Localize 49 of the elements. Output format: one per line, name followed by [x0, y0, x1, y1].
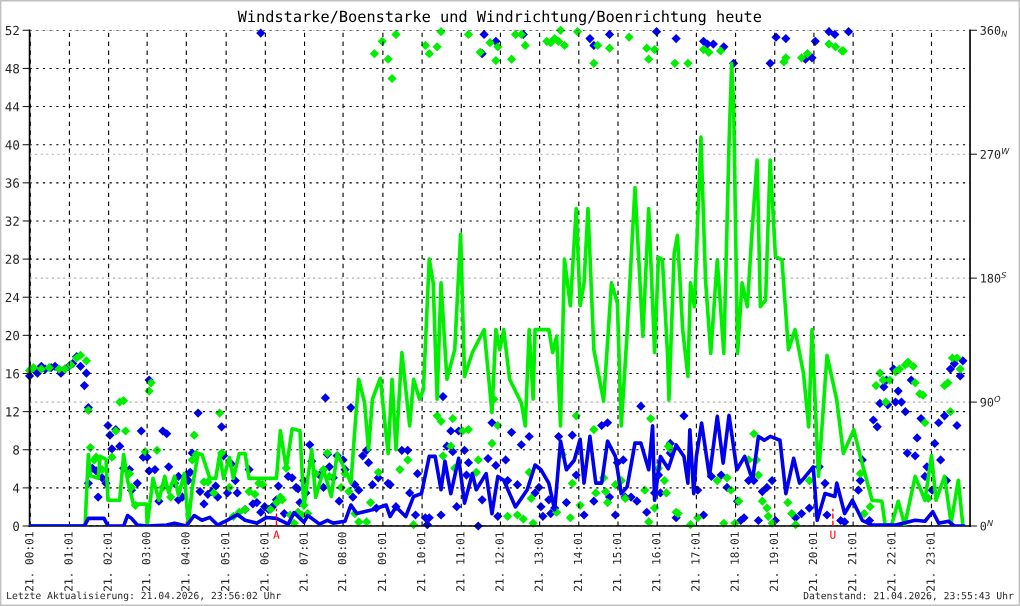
- y-tick-label: 12: [6, 407, 19, 417]
- x-tick-label: 21. 12:01: [495, 532, 504, 591]
- y-tick-label: 8: [13, 445, 20, 455]
- y-tick-label: 44: [5, 102, 20, 112]
- chart-title: Windstarke/Boenstarke und Windrichtung/Boenrichtung heute: [237, 10, 762, 26]
- text: Datenstand: 21.04.2026, 23:55:43 Uhr: [803, 591, 1014, 601]
- y-tick-label: 32: [5, 216, 19, 226]
- x-tick-label: 21. 05:01: [221, 532, 230, 591]
- x-tick-label: 21. 08:00: [337, 532, 347, 591]
- x-tick-label: 21. 10:01: [416, 532, 426, 591]
- y2-tick-label: 180$^{S}$: [981, 271, 1007, 283]
- y2-tick-label: 90$^{O}$: [980, 395, 1001, 407]
- x-tick-label: 21. 16:01: [652, 532, 661, 591]
- x-tick-label: 21. 11:01: [456, 532, 465, 591]
- y2-tick-label: 0$^{N}$: [980, 519, 993, 531]
- y-tick-label: 0: [13, 521, 20, 531]
- ref-line-label: U: [830, 530, 836, 539]
- y-tick-label: 48: [5, 63, 20, 74]
- x-tick-label: 21. 18:01: [730, 532, 739, 591]
- x-tick-label: 21. 06:01: [260, 532, 269, 591]
- x-tick-label: 21. 00:01: [25, 532, 34, 591]
- y-tick-label: 20: [5, 330, 20, 341]
- x-tick-label: 21. 21:01: [847, 532, 857, 591]
- x-tick-label: 21. 20:01: [808, 532, 818, 591]
- x-tick-label: 21. 13:01: [534, 532, 543, 591]
- ref-line-label: A: [273, 530, 280, 539]
- y-tick-label: 52: [5, 25, 19, 36]
- y-tick-label: 4: [12, 483, 20, 493]
- line-series: [29, 413, 966, 527]
- y2-tick-label: 270$^{W}$: [980, 148, 1010, 159]
- y-tick-label: 40: [5, 140, 20, 150]
- x-tick-label: 21. 07:01: [299, 532, 308, 591]
- y-tick-label: 28: [5, 254, 20, 265]
- y2-tick-label: 360$_{N}$: [980, 25, 1008, 37]
- x-tick-label: 21. 09:01: [377, 532, 387, 591]
- x-tick-label: 21. 01:01: [64, 532, 73, 591]
- x-tick-label: 21. 17:01: [691, 532, 700, 591]
- x-tick-label: 21. 19:01: [769, 532, 778, 591]
- y-tick-label: 36: [5, 178, 20, 188]
- x-tick-label: 21. 22:01: [887, 532, 896, 591]
- y-tick-label: 24: [5, 292, 20, 302]
- x-tick-label: 21. 14:01: [573, 532, 583, 591]
- x-tick-label: 21. 04:00: [181, 532, 190, 591]
- y-tick-label: 16: [6, 368, 20, 379]
- x-tick-label: 21. 15:01: [612, 532, 622, 591]
- x-tick-label: 21. 02:01: [103, 532, 112, 591]
- x-tick-label: 21. 23:01: [926, 532, 935, 591]
- text: Letzte Aktualisierung: 21.04.2026, 23:56:02 Uhr: [7, 591, 281, 602]
- x-tick-label: 21. 03:00: [141, 532, 151, 591]
